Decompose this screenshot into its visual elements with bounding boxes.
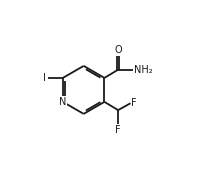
Text: O: O xyxy=(114,45,122,55)
Text: F: F xyxy=(131,98,137,108)
Text: F: F xyxy=(115,125,121,135)
Text: I: I xyxy=(43,73,46,83)
Text: NH₂: NH₂ xyxy=(134,65,153,75)
Text: N: N xyxy=(59,97,67,107)
